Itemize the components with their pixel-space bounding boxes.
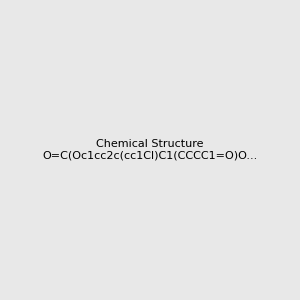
Text: Chemical Structure
O=C(Oc1cc2c(cc1Cl)C1(CCCC1=O)O...: Chemical Structure O=C(Oc1cc2c(cc1Cl)C1(…	[42, 139, 258, 161]
